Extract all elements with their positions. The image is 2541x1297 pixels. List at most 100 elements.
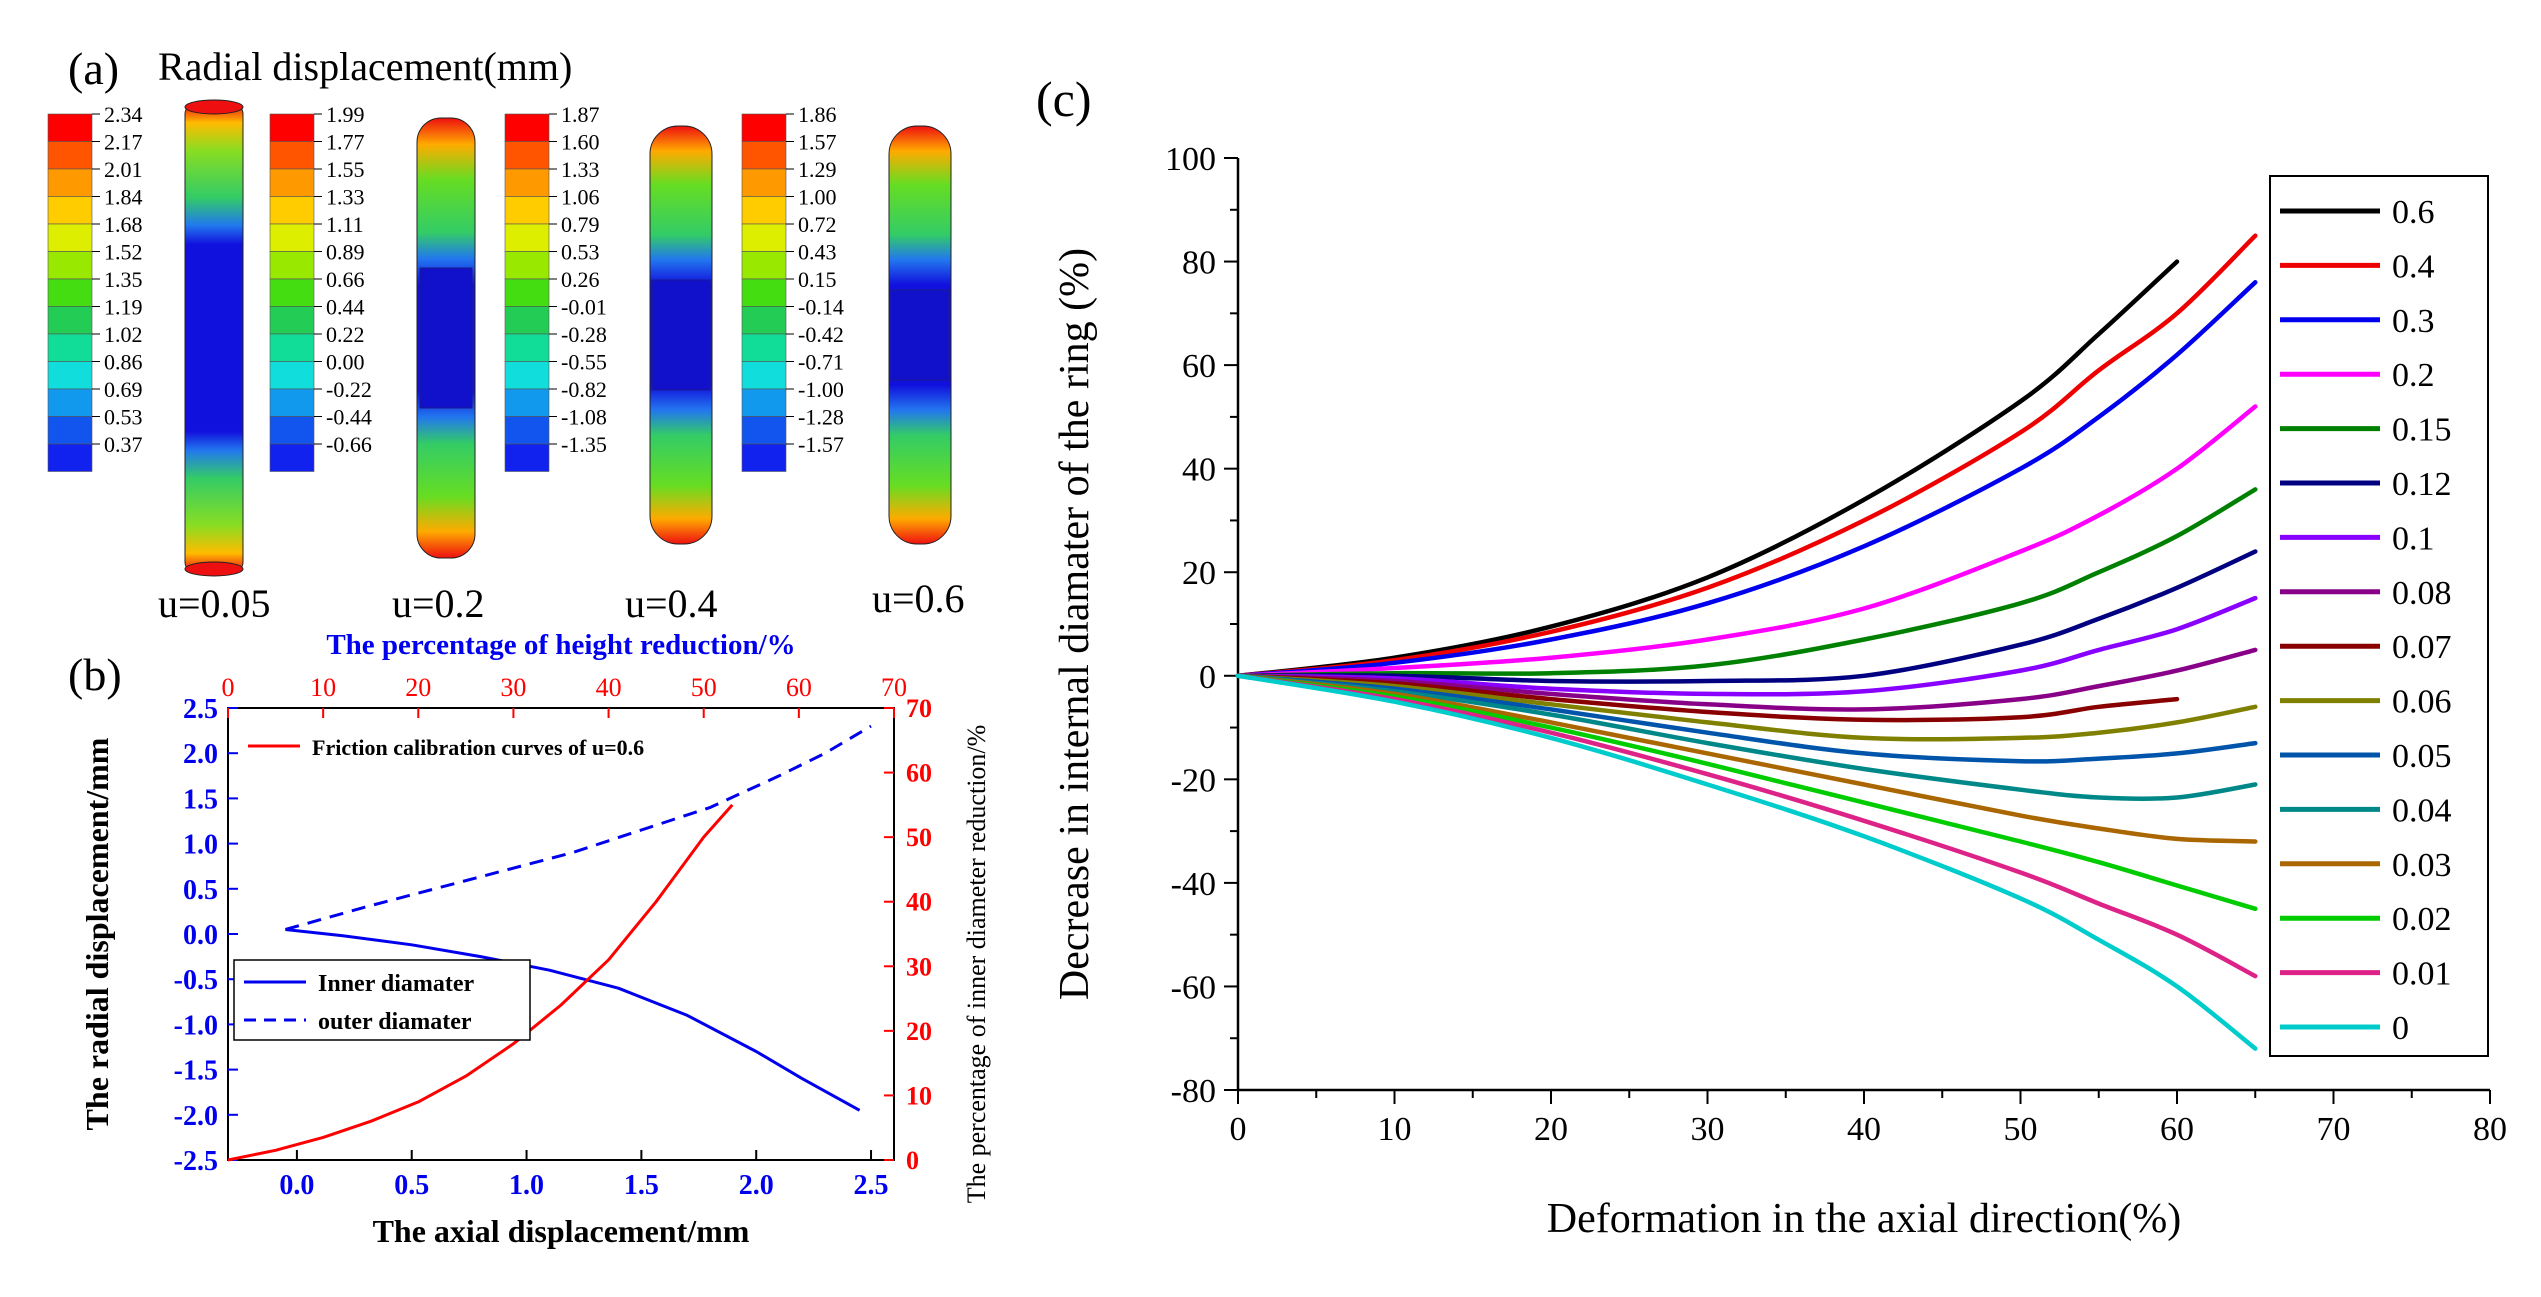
x-tick-label: 1.5 bbox=[624, 1170, 659, 1201]
ring-model-u0.05 bbox=[184, 99, 244, 577]
y-tick-label: -60 bbox=[1171, 969, 1216, 1006]
series-line-0.15 bbox=[1235, 487, 2258, 679]
legend-value: 1.77 bbox=[326, 130, 365, 155]
legend-swatch bbox=[741, 251, 787, 280]
legend-swatch bbox=[741, 196, 787, 225]
panel-b-legend-blue: Inner diamater outer diamater bbox=[233, 959, 531, 1041]
legend-swatch bbox=[504, 251, 550, 280]
legend-label-0.12: 0.12 bbox=[2392, 466, 2452, 503]
legend-value: 1.11 bbox=[326, 212, 364, 237]
legend-value: -0.14 bbox=[798, 295, 844, 320]
legend-value: -0.44 bbox=[326, 405, 372, 430]
panel-b: (b) 0.0 0.5 1.0 1.5 2.0 2.5 -2.5 -2.0 -1.5 -1.0 -0… bbox=[68, 629, 991, 1249]
legend-swatch bbox=[47, 168, 93, 197]
x-tick-label: 1.0 bbox=[509, 1170, 544, 1201]
right-tick-label: 20 bbox=[906, 1017, 932, 1046]
legend-swatch bbox=[269, 251, 315, 280]
x-tick-label: 40 bbox=[1847, 1111, 1881, 1148]
legend-value: 0.22 bbox=[326, 322, 365, 347]
legend-value: 1.57 bbox=[798, 130, 837, 155]
top-tick-label: 60 bbox=[786, 673, 812, 702]
right-tick-label: 50 bbox=[906, 823, 932, 852]
y-tick-label: -2.5 bbox=[174, 1146, 218, 1177]
series-line-0.4 bbox=[1235, 233, 2258, 679]
panel-b-legend-inner: Inner diamater bbox=[318, 971, 475, 997]
legend-swatch bbox=[741, 388, 787, 417]
panel-c-xlabel: Deformation in the axial direction(%) bbox=[1547, 1196, 2181, 1242]
legend-swatch bbox=[741, 168, 787, 197]
legend-swatch bbox=[47, 388, 93, 417]
y-tick-label: 1.5 bbox=[183, 784, 218, 815]
legend-swatch bbox=[269, 333, 315, 362]
legend-label-0.03: 0.03 bbox=[2392, 847, 2452, 884]
series-line-0.06 bbox=[1235, 673, 2258, 742]
legend-swatch bbox=[47, 333, 93, 362]
panel-c-legend-box bbox=[2269, 175, 2489, 1057]
panel-b-legend-red-label: Friction calibration curves of u=0.6 bbox=[312, 735, 644, 760]
series-line-0.2 bbox=[1235, 404, 2258, 679]
panel-a-title: Radial displacement(mm) bbox=[158, 44, 572, 89]
legend-value: 1.55 bbox=[326, 157, 365, 182]
y-tick-label: -80 bbox=[1171, 1073, 1216, 1110]
legend-swatch bbox=[504, 223, 550, 252]
x-tick-label: 0.0 bbox=[279, 1170, 314, 1201]
panel-b-right-ylabel: The percentage of inner diameter reducti… bbox=[962, 725, 991, 1204]
legend-value: 0.53 bbox=[104, 405, 143, 430]
legend-value: 0.72 bbox=[798, 212, 837, 237]
panel-b-series bbox=[227, 724, 872, 1162]
y-tick-label: -20 bbox=[1171, 762, 1216, 799]
legend-value: 0.37 bbox=[104, 432, 143, 457]
legend-swatch bbox=[741, 223, 787, 252]
panel-b-legend-red: Friction calibration curves of u=0.6 bbox=[248, 735, 644, 760]
legend-swatch bbox=[47, 113, 93, 142]
y-tick-label: -1.0 bbox=[174, 1010, 218, 1041]
legend-swatch bbox=[741, 306, 787, 335]
legend-label-0.05: 0.05 bbox=[2392, 738, 2452, 775]
right-tick-label: 60 bbox=[906, 759, 932, 788]
y-tick-label: 0 bbox=[1199, 659, 1216, 696]
legend-swatch bbox=[741, 333, 787, 362]
legend-swatch bbox=[741, 141, 787, 170]
panel-a: (a) Radial displacement(mm) 2.34 2.172.01… bbox=[47, 43, 965, 626]
legend-swatch bbox=[269, 141, 315, 170]
panel-b-xlabel: The axial displacement/mm bbox=[373, 1213, 750, 1249]
series-line-0.05 bbox=[1235, 673, 2258, 764]
series-line-0.02 bbox=[1235, 673, 2258, 912]
legend-value: 1.06 bbox=[561, 185, 600, 210]
legend-swatch bbox=[504, 361, 550, 390]
panel-a-letter: (a) bbox=[68, 43, 119, 94]
legend-swatch bbox=[47, 416, 93, 445]
ring-model-u0.6 bbox=[888, 125, 952, 545]
legend-swatch bbox=[741, 113, 787, 142]
legend-swatch bbox=[47, 306, 93, 335]
right-tick-label: 40 bbox=[906, 888, 932, 917]
legend-swatch bbox=[504, 416, 550, 445]
ring-label-1: u=0.05 bbox=[158, 581, 271, 626]
y-tick-label: 40 bbox=[1182, 452, 1216, 489]
y-tick-label: -2.0 bbox=[174, 1101, 218, 1132]
legend-swatch bbox=[504, 278, 550, 307]
legend-value: -0.66 bbox=[326, 432, 372, 457]
ring-label-3: u=0.4 bbox=[625, 581, 718, 626]
legend-swatch bbox=[741, 443, 787, 472]
top-tick-label: 0 bbox=[222, 673, 235, 702]
ring-model-u0.4 bbox=[649, 125, 713, 545]
legend-value: 1.84 bbox=[104, 185, 143, 210]
legend-label-0.4: 0.4 bbox=[2392, 248, 2435, 285]
legend-value: 1.86 bbox=[798, 102, 837, 127]
legend-label-0.02: 0.02 bbox=[2392, 901, 2452, 938]
legend-swatch bbox=[504, 113, 550, 142]
x-tick-label: 0.5 bbox=[394, 1170, 429, 1201]
legend-swatch bbox=[47, 251, 93, 280]
legend-value: 1.19 bbox=[104, 295, 143, 320]
legend-value: 0.53 bbox=[561, 240, 600, 265]
series-line-1 bbox=[284, 724, 872, 931]
legend-value: 2.01 bbox=[104, 157, 143, 182]
legend-value: -1.35 bbox=[561, 432, 607, 457]
legend-swatch bbox=[47, 278, 93, 307]
y-tick-label: 2.0 bbox=[183, 739, 218, 770]
legend-swatch bbox=[741, 416, 787, 445]
legend-label-0.6: 0.6 bbox=[2392, 194, 2435, 231]
legend-label-0.06: 0.06 bbox=[2392, 684, 2452, 721]
x-tick-label: 50 bbox=[2004, 1111, 2038, 1148]
